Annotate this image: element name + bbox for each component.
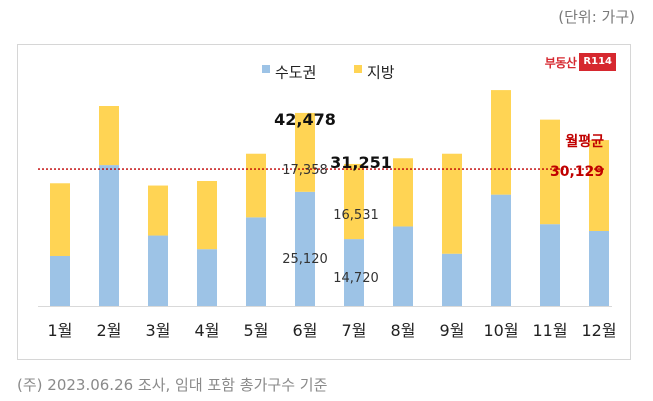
x-tick-label: 9월 bbox=[440, 321, 465, 340]
bar-capital-8 bbox=[393, 226, 413, 306]
legend-swatch-local bbox=[354, 65, 362, 73]
legend-label-local: 지방 bbox=[367, 64, 395, 82]
bar-local-11 bbox=[540, 119, 560, 225]
x-tick-label: 3월 bbox=[146, 321, 171, 340]
bar-local-1 bbox=[50, 183, 70, 256]
footnote: (주) 2023.06.26 조사, 임대 포함 총가구수 기준 bbox=[17, 376, 328, 394]
july-total-label: 31,251 bbox=[330, 153, 392, 172]
brand-mark: R114 bbox=[579, 53, 616, 71]
bar-local-7 bbox=[344, 163, 364, 240]
x-tick-label: 2월 bbox=[97, 321, 122, 340]
brand-logo: 부동산 R114 bbox=[545, 53, 616, 71]
bar-local-4 bbox=[197, 181, 217, 250]
july-capital-label: 14,720 bbox=[333, 271, 379, 286]
bar-local-10 bbox=[491, 90, 511, 195]
bar-local-2 bbox=[99, 106, 119, 166]
x-tick-label: 1월 bbox=[48, 321, 73, 340]
bar-capital-5 bbox=[246, 217, 266, 306]
bar-local-9 bbox=[442, 153, 462, 254]
bar-capital-2 bbox=[99, 165, 119, 306]
x-tick-label: 8월 bbox=[391, 321, 416, 340]
bar-local-5 bbox=[246, 153, 266, 218]
bar-capital-7 bbox=[344, 239, 364, 306]
chart-frame: 부동산 R114 bbox=[17, 44, 631, 360]
bar-local-3 bbox=[148, 185, 168, 236]
bar-capital-9 bbox=[442, 253, 462, 306]
x-tick-label: 11월 bbox=[532, 321, 567, 340]
x-tick-label: 5월 bbox=[244, 321, 269, 340]
bar-local-8 bbox=[393, 158, 413, 227]
average-label: 월평균 bbox=[565, 133, 604, 150]
bar-capital-4 bbox=[197, 249, 217, 306]
bar-capital-1 bbox=[50, 256, 70, 306]
bar-local-12 bbox=[589, 140, 609, 231]
legend-swatch-capital bbox=[262, 65, 270, 73]
june-total-label: 42,478 bbox=[274, 110, 336, 129]
x-tick-label: 10월 bbox=[483, 321, 518, 340]
x-tick-label: 6월 bbox=[293, 321, 318, 340]
legend-label-capital: 수도권 bbox=[275, 64, 316, 82]
bar-capital-12 bbox=[589, 231, 609, 306]
unit-label: (단위: 가구) bbox=[558, 8, 635, 26]
bar-local-6 bbox=[295, 112, 315, 192]
bar-capital-3 bbox=[148, 235, 168, 306]
x-tick-label: 7월 bbox=[342, 321, 367, 340]
june-local-label: 17,358 bbox=[282, 163, 328, 178]
bar-capital-11 bbox=[540, 224, 560, 306]
bar-capital-6 bbox=[295, 191, 315, 306]
average-value-label: 30,129 bbox=[550, 164, 604, 180]
bar-capital-10 bbox=[491, 194, 511, 306]
x-tick-label: 12월 bbox=[581, 321, 616, 340]
july-local-label: 16,531 bbox=[333, 208, 379, 223]
x-tick-label: 4월 bbox=[195, 321, 220, 340]
june-capital-label: 25,120 bbox=[282, 252, 328, 267]
brand-text: 부동산 bbox=[544, 55, 577, 70]
